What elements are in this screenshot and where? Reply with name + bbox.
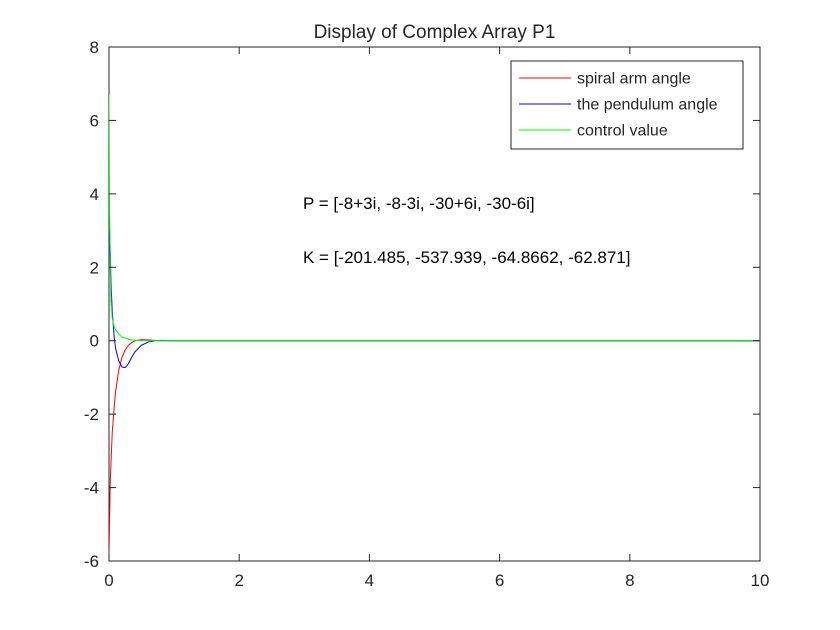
legend-label-1: the pendulum angle bbox=[577, 97, 718, 114]
ticks-layer: 0 2 4 6 8 10 -6 -4 -2 0 2 4 6 8 bbox=[84, 38, 770, 590]
x-tick-label: 0 bbox=[104, 571, 113, 590]
x-tick-label: 4 bbox=[365, 571, 374, 590]
x-tick-label: 8 bbox=[625, 571, 634, 590]
y-tick-label: -6 bbox=[84, 552, 99, 571]
legend: spiral arm angle the pendulum angle contro… bbox=[510, 60, 744, 150]
y-tick-label: 4 bbox=[90, 185, 99, 204]
x-tick-label: 10 bbox=[751, 571, 770, 590]
legend-label-0: spiral arm angle bbox=[577, 71, 691, 88]
series-line-2 bbox=[109, 94, 760, 342]
y-tick-label: 8 bbox=[90, 38, 99, 57]
series-layer bbox=[109, 94, 760, 554]
y-tick-label: 2 bbox=[90, 258, 99, 277]
legend-box bbox=[510, 60, 744, 150]
x-tick-label: 6 bbox=[495, 571, 504, 590]
y-tick-label: 6 bbox=[90, 111, 99, 130]
y-tick-label: 0 bbox=[90, 332, 99, 351]
chart-title: Display of Complex Array P1 bbox=[314, 22, 556, 43]
annotation-text-0: P = [-8+3i, -8-3i, -30+6i, -30-6i] bbox=[303, 194, 535, 213]
y-tick-label: -2 bbox=[84, 405, 99, 424]
annotation-layer: P = [-8+3i, -8-3i, -30+6i, -30-6i] K = [-… bbox=[303, 194, 631, 267]
y-tick-label: -4 bbox=[84, 479, 99, 498]
legend-label-2: control value bbox=[577, 123, 668, 140]
annotation-text-1: K = [-201.485, -537.939, -64.8662, -62.8… bbox=[303, 248, 631, 267]
x-tick-label: 2 bbox=[234, 571, 243, 590]
